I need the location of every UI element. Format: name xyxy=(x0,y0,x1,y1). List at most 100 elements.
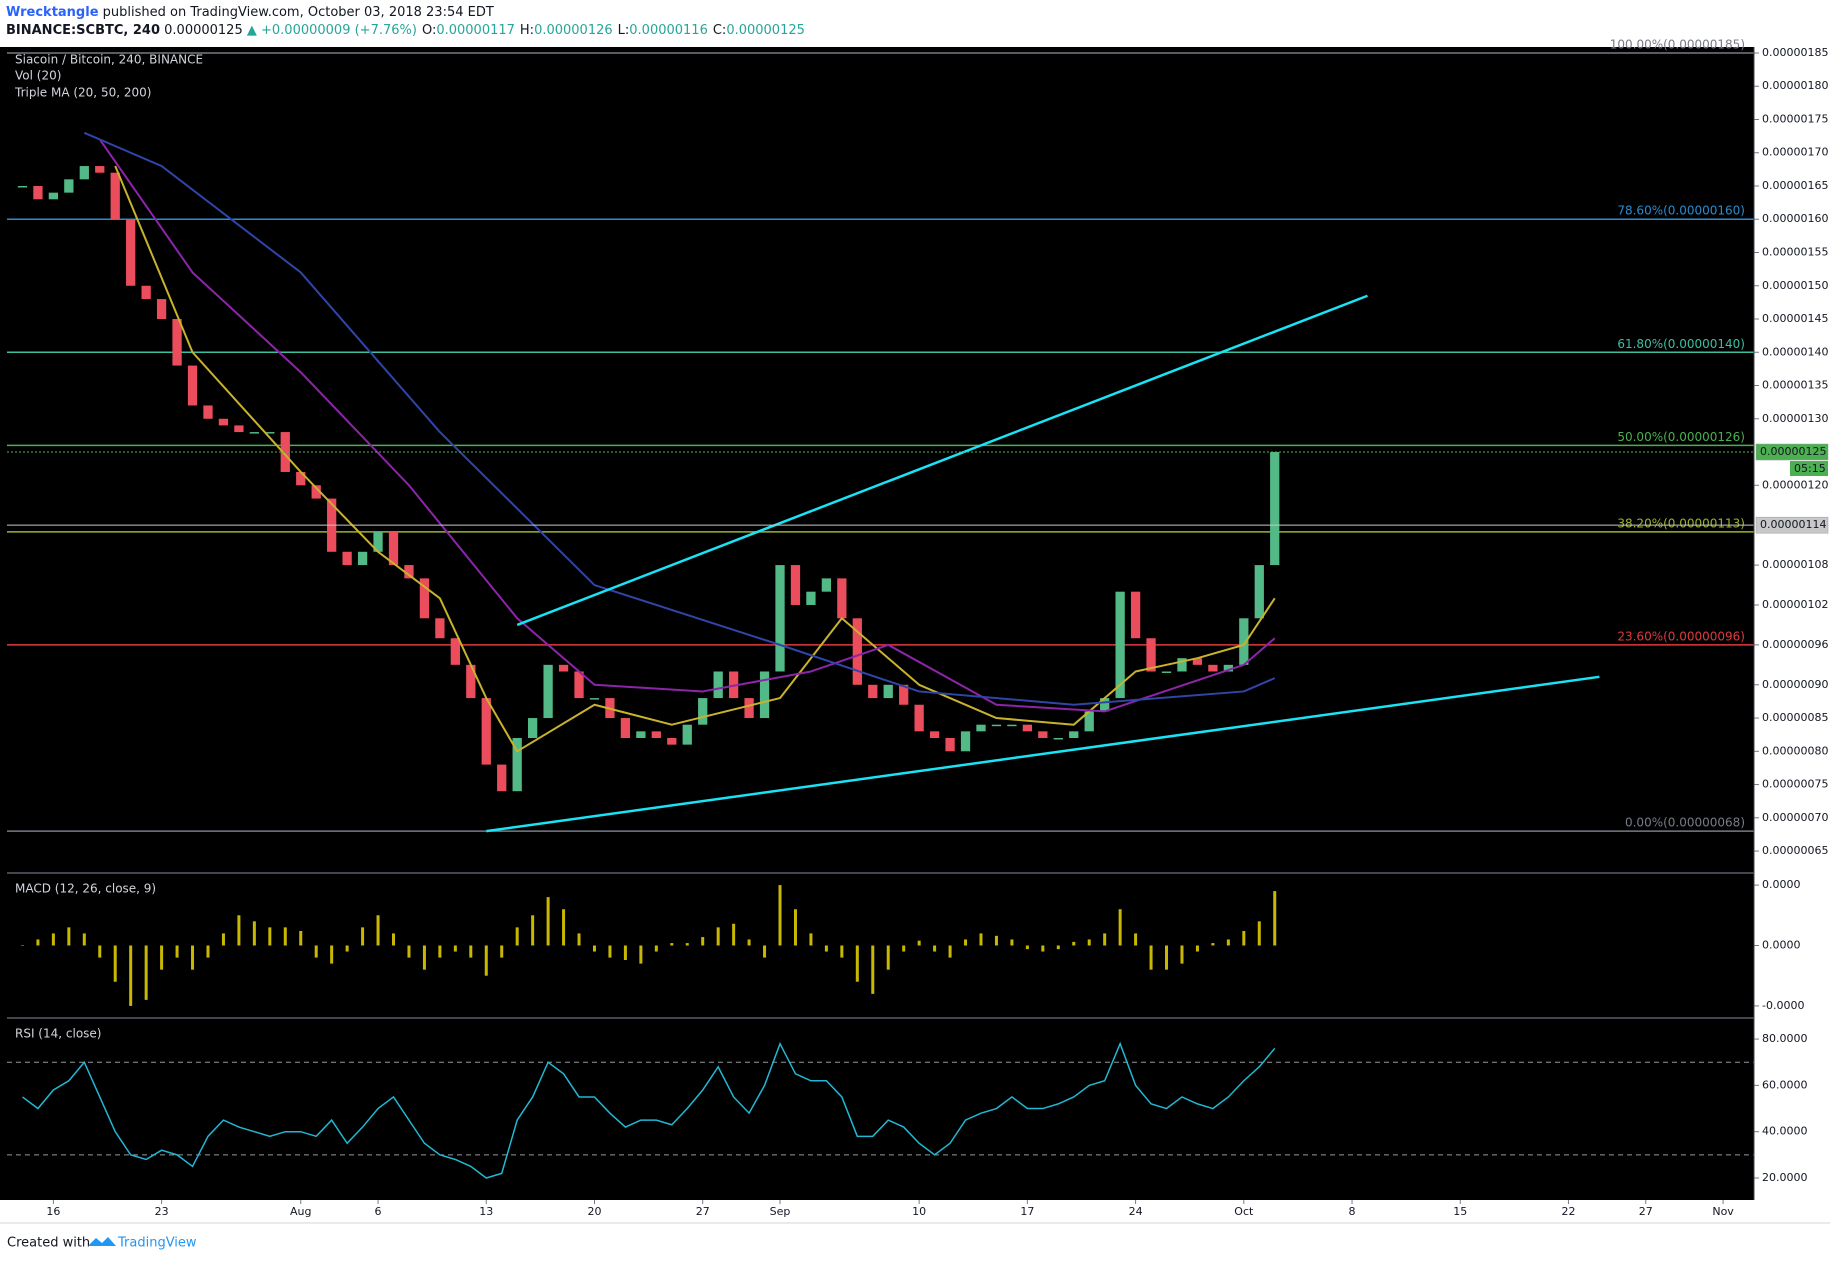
y-tick-label: 40.0000 xyxy=(1762,1125,1808,1138)
macd-bar xyxy=(871,945,875,994)
macd-bar xyxy=(1149,945,1153,970)
macd-bar xyxy=(639,945,643,964)
x-tick-label: 15 xyxy=(1453,1205,1467,1218)
candle xyxy=(481,698,491,765)
candle xyxy=(589,698,600,700)
y-tick-label: 20.0000 xyxy=(1762,1171,1808,1184)
candle xyxy=(1192,658,1203,665)
candle xyxy=(1084,711,1094,732)
price-tag xyxy=(1755,443,1829,461)
macd-bar xyxy=(144,945,148,1000)
x-tick-label: Oct xyxy=(1234,1205,1254,1218)
macd-bar xyxy=(422,945,426,970)
macd-bar xyxy=(948,945,952,958)
y-tick-label: 0.00000145 xyxy=(1762,312,1828,325)
y-tick-label: 0.00000175 xyxy=(1762,112,1828,125)
y-tick-label: 0.00000135 xyxy=(1762,379,1828,392)
macd-bar xyxy=(20,945,24,946)
ohlc-value: 0.00000125 xyxy=(726,23,805,38)
ma-label: Triple MA (20, 50, 200) xyxy=(14,86,151,100)
candle xyxy=(821,578,832,592)
candle xyxy=(156,299,167,320)
candle xyxy=(126,219,136,286)
candle xyxy=(419,578,430,619)
price-tag-label: 0.00000114 xyxy=(1760,518,1826,531)
countdown: 05:15 xyxy=(1794,462,1826,475)
macd-bar xyxy=(1226,939,1230,946)
macd-bar xyxy=(623,945,627,960)
candle xyxy=(899,684,909,705)
y-tick-label: 0.00000120 xyxy=(1762,478,1828,491)
macd-bar xyxy=(51,933,55,946)
macd-bar xyxy=(1056,945,1060,950)
macd-bar xyxy=(361,927,365,946)
candle xyxy=(388,531,399,566)
pane-title: MACD (12, 26, close, 9) xyxy=(15,882,156,896)
candle xyxy=(698,698,708,725)
candle xyxy=(806,591,816,605)
macd-bar xyxy=(685,943,689,946)
plot-layer: 0.00000185 0.00000180 0.00000175 0.00000170… xyxy=(7,37,1828,1218)
candle xyxy=(1022,724,1033,732)
fib-label: 0.00%(0.00000068) xyxy=(1625,816,1745,830)
candle xyxy=(187,365,198,406)
macd-bar xyxy=(36,939,40,946)
macd-bar xyxy=(763,945,767,958)
macd-bar xyxy=(1257,921,1261,946)
y-tick-label: 0.00000165 xyxy=(1762,179,1828,192)
candle xyxy=(1146,638,1156,672)
macd-bar xyxy=(917,940,921,946)
candle xyxy=(1053,737,1063,740)
candle xyxy=(1115,591,1125,699)
candle xyxy=(929,731,940,738)
author[interactable]: Wrecktangle xyxy=(6,5,99,20)
y-tick-label: -0.0000 xyxy=(1762,999,1804,1012)
fib-label: 61.80%(0.00000140) xyxy=(1617,337,1745,351)
candle xyxy=(1254,565,1264,619)
macd-bar xyxy=(515,927,519,946)
y-tick-label: 0.00000150 xyxy=(1762,279,1828,292)
candle xyxy=(1177,658,1187,672)
x-tick-label: Nov xyxy=(1712,1205,1734,1218)
footer-brand[interactable]: TradingView xyxy=(117,1236,197,1251)
x-tick-label: Aug xyxy=(290,1205,311,1218)
fib-label: 38.20%(0.00000113) xyxy=(1617,516,1745,530)
candle xyxy=(914,704,924,732)
price-axis-bg xyxy=(1754,47,1830,1200)
candle xyxy=(141,285,151,300)
candle xyxy=(296,471,306,486)
pane-title: RSI (14, close) xyxy=(15,1027,101,1041)
candle xyxy=(682,724,692,745)
candle xyxy=(234,425,244,433)
macd-bar xyxy=(1134,933,1138,946)
candle xyxy=(404,565,414,579)
trend-line xyxy=(486,675,1600,833)
macd-bar xyxy=(407,945,411,958)
last-price: 0.00000125 xyxy=(164,23,243,38)
candle xyxy=(512,737,522,792)
macd-bar xyxy=(299,931,303,946)
ohlc-label: C: xyxy=(713,23,726,38)
candle xyxy=(172,319,182,366)
y-tick-label: 0.00000185 xyxy=(1762,46,1828,59)
candle xyxy=(1208,664,1218,672)
y-tick-label: 80.0000 xyxy=(1762,1032,1808,1045)
candle xyxy=(1007,724,1017,727)
macd-bar xyxy=(237,915,241,946)
macd-bar xyxy=(268,927,272,946)
macd-bar xyxy=(438,945,442,958)
candle xyxy=(883,684,893,699)
y-tick-label: 0.00000065 xyxy=(1762,844,1828,857)
x-tick-label: 13 xyxy=(479,1205,493,1218)
macd-bar xyxy=(453,945,457,952)
y-tick-label: 0.00000180 xyxy=(1762,79,1828,92)
macd-bar xyxy=(160,945,164,970)
macd-bar xyxy=(345,945,349,952)
ohlc-label: H: xyxy=(520,23,534,38)
price-tag xyxy=(1755,516,1829,534)
candle xyxy=(991,724,1002,727)
candle xyxy=(558,664,569,672)
y-tick-label: 0.00000075 xyxy=(1762,778,1828,791)
macd-bar xyxy=(221,933,225,946)
y-tick-label: 0.00000080 xyxy=(1762,744,1828,757)
